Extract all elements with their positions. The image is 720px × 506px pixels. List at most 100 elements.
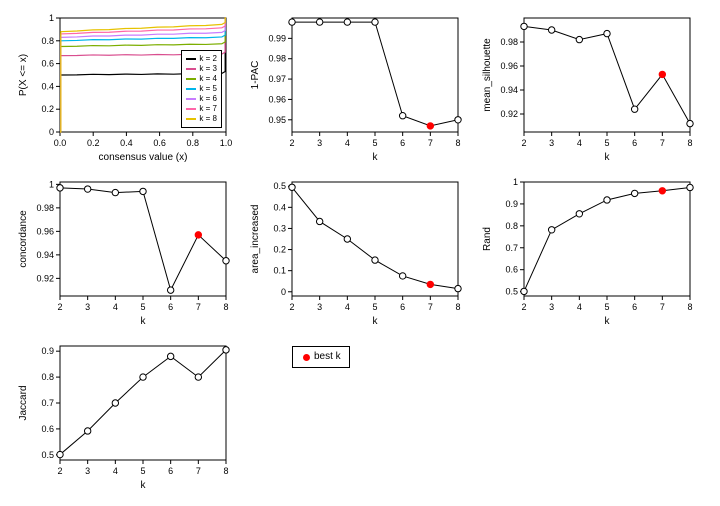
svg-text:0.98: 0.98 <box>268 54 286 64</box>
svg-text:0.2: 0.2 <box>273 245 286 255</box>
svg-text:4: 4 <box>577 302 582 312</box>
svg-text:0.6: 0.6 <box>41 59 54 69</box>
svg-text:7: 7 <box>660 302 665 312</box>
svg-text:2: 2 <box>521 138 526 148</box>
svg-text:4: 4 <box>345 138 350 148</box>
svg-text:0.2: 0.2 <box>41 104 54 114</box>
svg-text:0.8: 0.8 <box>505 221 518 231</box>
svg-text:0.2: 0.2 <box>87 138 100 148</box>
svg-text:0.99: 0.99 <box>268 33 286 43</box>
svg-text:4: 4 <box>577 138 582 148</box>
svg-text:6: 6 <box>168 302 173 312</box>
svg-text:0.4: 0.4 <box>273 202 286 212</box>
svg-text:2: 2 <box>289 138 294 148</box>
bestk-legend-label: best k <box>314 352 341 362</box>
svg-text:k: k <box>373 152 379 163</box>
svg-text:0.5: 0.5 <box>505 287 518 297</box>
svg-text:1: 1 <box>513 177 518 187</box>
svg-text:area_increased: area_increased <box>250 205 261 274</box>
svg-text:5: 5 <box>140 302 145 312</box>
svg-text:0.1: 0.1 <box>273 266 286 276</box>
svg-text:8: 8 <box>455 138 460 148</box>
svg-text:0.4: 0.4 <box>41 81 54 91</box>
svg-text:6: 6 <box>632 302 637 312</box>
svg-text:0.95: 0.95 <box>268 115 286 125</box>
concordance-panel: 23456780.920.940.960.981kconcordance <box>10 174 236 332</box>
svg-text:0.7: 0.7 <box>505 243 518 253</box>
svg-text:7: 7 <box>196 302 201 312</box>
svg-text:1.0: 1.0 <box>220 138 233 148</box>
legend-row: k = 5 <box>186 84 217 94</box>
svg-text:2: 2 <box>57 466 62 476</box>
svg-text:0.9: 0.9 <box>505 199 518 209</box>
svg-text:5: 5 <box>372 302 377 312</box>
svg-text:0.92: 0.92 <box>36 273 54 283</box>
svg-text:6: 6 <box>400 302 405 312</box>
svg-text:concordance: concordance <box>18 210 29 268</box>
svg-text:consensus value (x): consensus value (x) <box>99 152 188 163</box>
svg-text:k: k <box>141 316 147 327</box>
svg-text:6: 6 <box>632 138 637 148</box>
legend-row: k = 8 <box>186 114 217 124</box>
svg-text:3: 3 <box>317 302 322 312</box>
svg-text:0.96: 0.96 <box>268 94 286 104</box>
silhouette-panel: 23456780.920.940.960.98kmean_silhouette <box>474 10 700 168</box>
svg-text:6: 6 <box>168 466 173 476</box>
svg-text:mean_silhouette: mean_silhouette <box>482 38 493 112</box>
svg-text:3: 3 <box>317 138 322 148</box>
legend-row: k = 6 <box>186 94 217 104</box>
svg-text:0.94: 0.94 <box>500 85 518 95</box>
legend-row: k = 2 <box>186 54 217 64</box>
svg-text:0.5: 0.5 <box>41 450 54 460</box>
svg-text:0.7: 0.7 <box>41 398 54 408</box>
svg-text:1: 1 <box>49 179 54 189</box>
svg-text:8: 8 <box>455 302 460 312</box>
svg-text:4: 4 <box>113 302 118 312</box>
svg-text:1: 1 <box>49 13 54 23</box>
svg-text:8: 8 <box>223 466 228 476</box>
svg-text:5: 5 <box>604 138 609 148</box>
svg-text:8: 8 <box>687 138 692 148</box>
svg-text:0: 0 <box>281 287 286 297</box>
svg-text:7: 7 <box>428 138 433 148</box>
svg-text:0.3: 0.3 <box>273 223 286 233</box>
svg-text:3: 3 <box>85 302 90 312</box>
svg-text:4: 4 <box>113 466 118 476</box>
svg-text:3: 3 <box>549 302 554 312</box>
svg-text:5: 5 <box>604 302 609 312</box>
svg-text:0.9: 0.9 <box>41 346 54 356</box>
svg-text:0.0: 0.0 <box>54 138 67 148</box>
svg-text:4: 4 <box>345 302 350 312</box>
svg-text:k: k <box>605 316 611 327</box>
svg-text:0.96: 0.96 <box>500 61 518 71</box>
legend-row: k = 4 <box>186 74 217 84</box>
ecdf-panel: 0.00.20.40.60.81.000.20.40.60.81consensu… <box>10 10 236 168</box>
svg-text:2: 2 <box>521 302 526 312</box>
svg-text:0.4: 0.4 <box>120 138 133 148</box>
svg-text:5: 5 <box>372 138 377 148</box>
svg-text:0.97: 0.97 <box>268 74 286 84</box>
svg-text:0.6: 0.6 <box>153 138 166 148</box>
svg-text:0.5: 0.5 <box>273 181 286 191</box>
pac-panel: 2 3 4 5 6 7 8 0.95 0.96 0.97 0.98 0.99 k 1-PAC <box>242 10 468 168</box>
svg-text:k: k <box>605 152 611 163</box>
svg-text:6: 6 <box>400 138 405 148</box>
svg-text:Jaccard: Jaccard <box>18 385 29 420</box>
svg-text:0.98: 0.98 <box>36 203 54 213</box>
svg-text:7: 7 <box>660 138 665 148</box>
svg-text:k: k <box>141 480 147 491</box>
area-panel: 234567800.10.20.30.40.5karea_increased <box>242 174 468 332</box>
svg-text:7: 7 <box>428 302 433 312</box>
bestk-legend-panel: best k <box>242 338 468 496</box>
legend-row: k = 7 <box>186 104 217 114</box>
svg-text:8: 8 <box>223 302 228 312</box>
ecdf-legend: k = 2k = 3k = 4k = 5k = 6k = 7k = 8 <box>181 50 222 128</box>
svg-text:0.92: 0.92 <box>500 109 518 119</box>
svg-text:2: 2 <box>289 302 294 312</box>
svg-text:0.8: 0.8 <box>41 372 54 382</box>
svg-text:5: 5 <box>140 466 145 476</box>
svg-text:1-PAC: 1-PAC <box>250 61 261 90</box>
svg-text:0.98: 0.98 <box>500 37 518 47</box>
svg-text:2: 2 <box>57 302 62 312</box>
svg-text:Rand: Rand <box>482 227 493 251</box>
